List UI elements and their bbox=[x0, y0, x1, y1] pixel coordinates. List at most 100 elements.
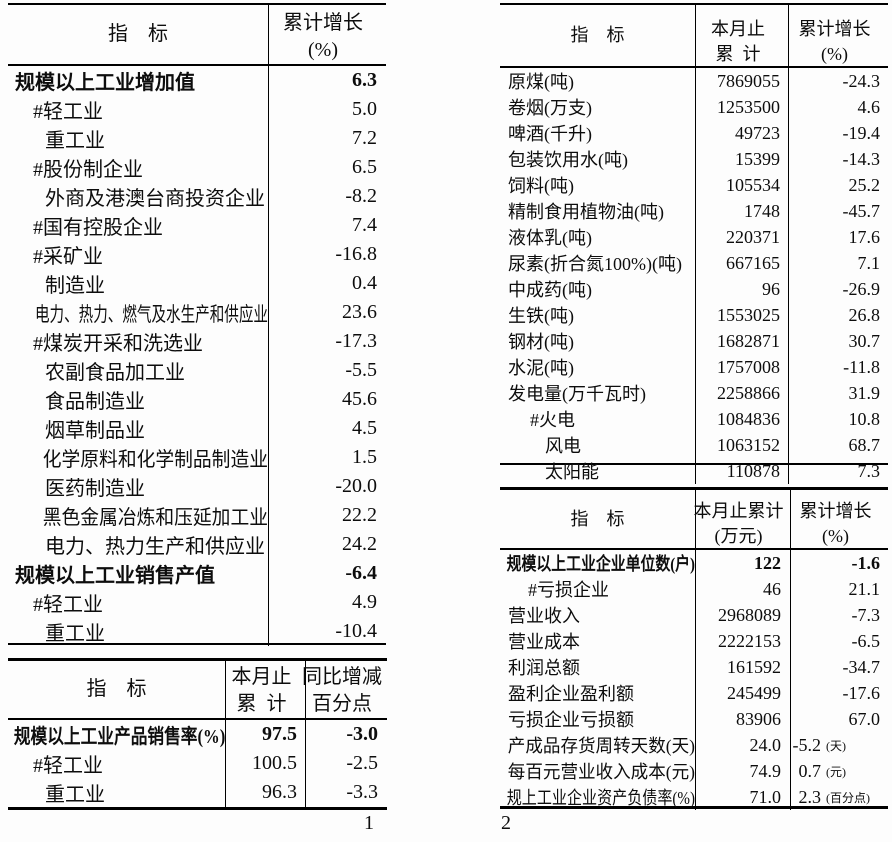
table-row: 发电量(万千瓦时) 2258866 31.9 bbox=[500, 380, 888, 406]
header-indicator-label: 指 标 bbox=[86, 678, 147, 700]
cumulative-value-cell: 1063152 bbox=[695, 432, 788, 458]
indicator-label: 利润总额 bbox=[508, 658, 580, 678]
table-row: 规模以上工业产品销售率(%) 97.5 -3.0 bbox=[8, 720, 387, 749]
table-row: 农副食品加工业 -5.5 bbox=[8, 356, 386, 385]
indicator-cell: 重工业 bbox=[8, 617, 268, 646]
table-row: 黑色金属冶炼和压延加工业 22.2 bbox=[8, 501, 386, 530]
table-row: 外商及港澳台商投资企业 -8.2 bbox=[8, 182, 386, 211]
cumulative-value-cell: 1748 bbox=[695, 198, 788, 224]
header-line1: 累计增长 bbox=[798, 19, 871, 40]
cumulative-value-cell: 96.3 bbox=[225, 778, 305, 807]
indicator-label: 外商及港澳台商投资企业 bbox=[45, 188, 265, 210]
table-row: 太阳能 110878 7.3 bbox=[500, 458, 888, 484]
indicator-label: 尿素(折合氮100%)(吨) bbox=[508, 254, 682, 274]
header-indicator-label: 指 标 bbox=[108, 23, 168, 45]
cumulative-value-cell: 49723 bbox=[695, 120, 788, 146]
cumulative-value-cell: 71.0 bbox=[695, 784, 790, 810]
header-line2: (%) bbox=[822, 525, 849, 546]
indicator-cell: 重工业 bbox=[8, 778, 225, 807]
indicator-label: 规模以上工业企业单位数(户) bbox=[506, 554, 695, 574]
table-row: 制造业 0.4 bbox=[8, 269, 386, 298]
growth-value-cell: -7.3 bbox=[790, 602, 888, 628]
indicator-cell: 外商及港澳台商投资企业 bbox=[8, 182, 268, 211]
indicator-cell: 医药制造业 bbox=[8, 472, 268, 501]
indicator-label: 生铁(吨) bbox=[508, 306, 574, 326]
indicator-label: 农副食品加工业 bbox=[45, 362, 185, 384]
header-line1: 本月止累计 bbox=[693, 501, 784, 522]
table-row: 啤酒(千升) 49723 -19.4 bbox=[500, 120, 888, 146]
table-row: 钢材(吨) 1682871 30.7 bbox=[500, 328, 888, 354]
growth-value-cell: -16.8 bbox=[268, 240, 385, 269]
indicator-cell: 钢材(吨) bbox=[500, 328, 695, 354]
indicator-cell: 黑色金属冶炼和压延加工业 bbox=[8, 501, 268, 530]
indicator-cell: 产成品存货周转天数(天) bbox=[500, 732, 695, 758]
indicator-label: 盈利企业盈利额 bbox=[508, 684, 634, 704]
growth-value-cell: -24.3 bbox=[788, 68, 888, 94]
cumulative-value-cell: 1084836 bbox=[695, 406, 788, 432]
indicator-label: 卷烟(万支) bbox=[508, 98, 592, 118]
growth-value: -7.3 bbox=[851, 604, 881, 625]
table-row: 尿素(折合氮100%)(吨) 667165 7.1 bbox=[500, 250, 888, 276]
growth-value-cell: 24.2 bbox=[268, 530, 385, 559]
indicator-label: 风电 bbox=[545, 436, 581, 456]
growth-value-cell: 4.9 bbox=[268, 588, 385, 617]
header-line1: 累计增长 bbox=[283, 12, 363, 34]
growth-unit: (百分点) bbox=[826, 790, 870, 805]
header-line2: (万元) bbox=[714, 525, 763, 546]
growth-value-cell: 21.1 bbox=[790, 576, 888, 602]
indicator-cell: 啤酒(千升) bbox=[500, 120, 695, 146]
table-row: #国有控股企业 7.4 bbox=[8, 211, 386, 240]
header-line1: 本月止 bbox=[711, 19, 765, 40]
cumulative-value-cell: 122 bbox=[695, 550, 790, 576]
indicator-cell: 太阳能 bbox=[500, 458, 695, 484]
table-body: 规模以上工业产品销售率(%) 97.5 -3.0 #轻工业 100.5 -2.5… bbox=[8, 720, 387, 807]
cumulative-value-cell: 1253500 bbox=[695, 94, 788, 120]
table-row: 水泥(吨) 1757008 -11.8 bbox=[500, 354, 888, 380]
enterprise-finance-table: 指 标 本月止累计 (万元) 累计增长 (%) 规模以上工业企业单位数(户) 1… bbox=[500, 487, 888, 810]
indicator-cell: 精制食用植物油(吨) bbox=[500, 198, 695, 224]
table-row: #煤炭开采和洗选业 -17.3 bbox=[8, 327, 386, 356]
indicator-label: 规模以上工业销售产值 bbox=[15, 565, 215, 587]
header-indicator: 指 标 bbox=[500, 490, 695, 548]
cumulative-value-cell: 667165 bbox=[695, 250, 788, 276]
table-row: 中成药(吨) 96 -26.9 bbox=[500, 276, 888, 302]
table-row: 产成品存货周转天数(天) 24.0 -5.2 (天) bbox=[500, 732, 888, 758]
growth-value: -1.6 bbox=[851, 552, 881, 573]
growth-unit: (元) bbox=[826, 764, 846, 779]
indicator-label: 发电量(万千瓦时) bbox=[508, 384, 646, 404]
indicator-label: 啤酒(千升) bbox=[508, 124, 592, 144]
cumulative-value-cell: 100.5 bbox=[225, 749, 305, 778]
indicator-label: 制造业 bbox=[45, 275, 105, 297]
table-row: 规模以上工业企业单位数(户) 122 -1.6 bbox=[500, 550, 888, 576]
table-row: 化学原料和化学制品制造业 1.5 bbox=[8, 443, 386, 472]
growth-value-cell: 7.4 bbox=[268, 211, 385, 240]
indicator-cell: 包装饮用水(吨) bbox=[500, 146, 695, 172]
table-row: 风电 1063152 68.7 bbox=[500, 432, 888, 458]
indicator-label: 每百元营业收入成本(元) bbox=[507, 762, 695, 782]
indicator-cell: 规模以上工业产品销售率(%) bbox=[8, 720, 225, 749]
indicator-label: 电力、热力生产和供应业 bbox=[45, 536, 265, 558]
growth-value: -17.6 bbox=[842, 682, 881, 703]
indicator-label: 规上工业企业资产负债率(%) bbox=[506, 788, 695, 808]
table-row: 液体乳(吨) 220371 17.6 bbox=[500, 224, 888, 250]
indicator-label: 中成药(吨) bbox=[508, 280, 592, 300]
cumulative-value-cell: 15399 bbox=[695, 146, 788, 172]
table-body: 规模以上工业企业单位数(户) 122 -1.6 #亏损企业 46 21.1 营业… bbox=[500, 550, 888, 810]
growth-value-cell: 0.4 bbox=[268, 269, 385, 298]
cumulative-value-cell: 105534 bbox=[695, 172, 788, 198]
table-row: 利润总额 161592 -34.7 bbox=[500, 654, 888, 680]
table-row: 规上工业企业资产负债率(%) 71.0 2.3 (百分点) bbox=[500, 784, 888, 810]
indicator-cell: 电力、热力生产和供应业 bbox=[8, 530, 268, 559]
table-row: #轻工业 5.0 bbox=[8, 95, 386, 124]
change-value-cell: -3.3 bbox=[305, 778, 387, 807]
cumulative-value-cell: 161592 bbox=[695, 654, 790, 680]
header-line2: (%) bbox=[308, 39, 338, 61]
growth-unit: (天) bbox=[826, 738, 846, 753]
indicator-cell: 原煤(吨) bbox=[500, 68, 695, 94]
table-row: 食品制造业 45.6 bbox=[8, 385, 386, 414]
indicator-label: 钢材(吨) bbox=[508, 332, 574, 352]
indicator-cell: 卷烟(万支) bbox=[500, 94, 695, 120]
indicator-cell: 尿素(折合氮100%)(吨) bbox=[500, 250, 695, 276]
growth-value-cell: -14.3 bbox=[788, 146, 888, 172]
